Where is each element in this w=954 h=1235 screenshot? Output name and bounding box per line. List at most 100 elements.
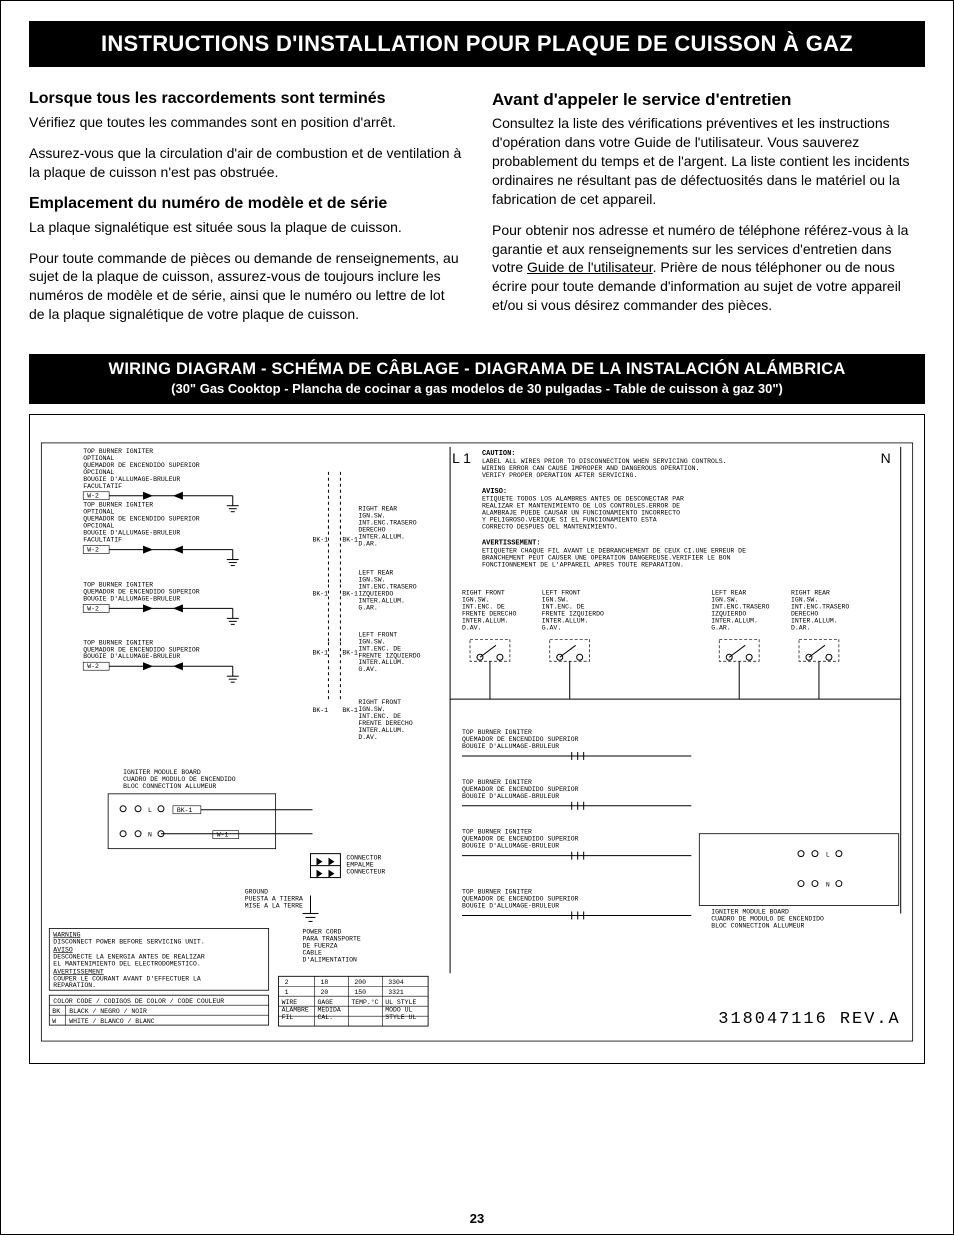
svg-text:IZQUIERDO: IZQUIERDO [711,611,746,618]
svg-text:QUEMADOR DE ENCENDIDO SUPERIOR: QUEMADOR DE ENCENDIDO SUPERIOR [462,836,579,843]
svg-text:INT.ENC. DE: INT.ENC. DE [358,713,401,720]
svg-text:IGNITER MODULE BOARD: IGNITER MODULE BOARD [711,909,789,916]
svg-text:3321: 3321 [388,989,404,996]
svg-text:PUESTA A TIERRA: PUESTA A TIERRA [245,896,303,903]
svg-text:AVERTISSEMENT: AVERTISSEMENT [53,968,104,975]
svg-text:DE FUERZA: DE FUERZA [303,942,338,949]
svg-text:200: 200 [354,979,366,986]
svg-text:OPTIONAL: OPTIONAL [83,455,114,462]
svg-text:FRENTE DERECHO: FRENTE DERECHO [462,611,516,618]
svg-text:G.AV.: G.AV. [358,666,377,673]
svg-text:CONNECTEUR: CONNECTEUR [346,869,385,876]
svg-text:D.AV.: D.AV. [358,734,377,741]
wiring-subtitle: (30" Gas Cooktop - Plancha de cocinar a … [39,381,915,396]
svg-text:CUADRO DE MODULO DE ENCENDIDO: CUADRO DE MODULO DE ENCENDIDO [123,776,236,783]
svg-text:BLACK / NEGRO / NOIR: BLACK / NEGRO / NOIR [69,1008,147,1015]
heading-model-serial: Emplacement du numéro de modèle et de sé… [29,194,462,214]
svg-text:BOUGIE D'ALLUMAGE-BRULEUR: BOUGIE D'ALLUMAGE-BRULEUR [83,530,180,537]
svg-text:BK-1: BK-1 [342,707,358,714]
svg-text:CAL.: CAL. [317,1014,333,1021]
svg-text:L: L [148,807,152,814]
svg-text:RIGHT REAR: RIGHT REAR [358,506,397,513]
power-cord-block: POWER CORD PARA TRANSPORTE DE FUERZA CAB… [303,929,361,964]
svg-text:EMPALME: EMPALME [346,862,373,869]
svg-text:FRENTE IZQUIERDO: FRENTE IZQUIERDO [542,611,604,618]
svg-text:INT.ENC.TRASERO: INT.ENC.TRASERO [358,584,416,591]
svg-text:20: 20 [320,989,328,996]
svg-text:BOUGIE D'ALLUMAGE-BRULEUR: BOUGIE D'ALLUMAGE-BRULEUR [462,793,559,800]
svg-text:W-2: W-2 [87,663,99,670]
svg-text:BK-1: BK-1 [313,537,329,544]
svg-text:QUEMADOR DE ENCENDIDO SUPERIOR: QUEMADOR DE ENCENDIDO SUPERIOR [462,896,579,903]
svg-text:STYLE UL: STYLE UL [385,1014,416,1021]
svg-text:3304: 3304 [388,979,404,986]
svg-text:BOUGIE D'ALLUMAGE-BRULEUR: BOUGIE D'ALLUMAGE-BRULEUR [462,903,559,910]
svg-text:QUEMADOR DE ENCENDIDO SUPERIOR: QUEMADOR DE ENCENDIDO SUPERIOR [462,736,579,743]
svg-text:INTER.ALLUM.: INTER.ALLUM. [358,534,405,541]
svg-text:MEDIDA: MEDIDA [317,1007,340,1014]
svg-text:TEMP.°C: TEMP.°C [351,998,378,1006]
svg-text:L: L [826,852,830,859]
heading-connections-done: Lorsque tous les raccordements sont term… [29,89,462,109]
svg-text:FACULTATIF: FACULTATIF [83,483,122,490]
svg-text:RIGHT REAR: RIGHT REAR [791,590,830,597]
svg-text:INTER.ALLUM.: INTER.ALLUM. [711,617,758,624]
svg-text:BK-1: BK-1 [342,537,358,544]
svg-text:COLOR CODE / CODIGOS DE COLOR: COLOR CODE / CODIGOS DE COLOR / CODE COU… [53,998,224,1005]
svg-text:IGN.SW.: IGN.SW. [358,638,385,645]
svg-text:IGN.SW.: IGN.SW. [791,597,818,604]
svg-text:PARA TRANSPORTE: PARA TRANSPORTE [303,936,361,943]
svg-text:BK: BK [52,1008,60,1015]
svg-text:W-2: W-2 [87,547,99,554]
svg-text:FONCTIONNEMENT DE L'APPAREIL A: FONCTIONNEMENT DE L'APPAREIL APRES TOUTE… [482,562,684,569]
para-model-1: La plaque signalétique est située sous l… [29,218,462,237]
svg-text:CORRECTO DESPUES DEL MANTENIMI: CORRECTO DESPUES DEL MANTENIMIENTO. [482,524,618,531]
svg-text:WHITE / BLANCO / BLANC: WHITE / BLANCO / BLANC [69,1018,155,1025]
svg-text:Y PELIGROSO.VERIQUE SI EL FUNC: Y PELIGROSO.VERIQUE SI EL FUNCIONAMIENTO… [482,517,657,524]
svg-text:TOP BURNER IGNITER: TOP BURNER IGNITER [83,502,153,509]
svg-text:DESCONECTE LA ENERGIA ANTES DE: DESCONECTE LA ENERGIA ANTES DE REALIZAR [53,953,205,960]
svg-text:D.AR.: D.AR. [358,541,377,548]
svg-text:DERECHO: DERECHO [791,611,818,618]
ground-block: GROUND PUESTA A TIERRA MISE A LA TERRE [245,889,319,922]
svg-text:INTER.ALLUM.: INTER.ALLUM. [358,727,405,734]
svg-text:BK-1: BK-1 [313,591,329,598]
warning-box: WARNING DISCONNECT POWER BEFORE SERVICIN… [49,929,268,991]
svg-text:QUEMADOR DE ENCENDIDO SUPERIOR: QUEMADOR DE ENCENDIDO SUPERIOR [83,462,200,469]
svg-text:OPCIONAL: OPCIONAL [83,469,114,476]
svg-text:BK-1: BK-1 [177,807,193,814]
svg-text:ETIQUETE TODOS LOS ALAMBRES AN: ETIQUETE TODOS LOS ALAMBRES ANTES DE DES… [482,496,684,503]
svg-text:RIGHT FRONT: RIGHT FRONT [462,590,505,597]
svg-text:D.AR.: D.AR. [791,624,810,631]
svg-text:1: 1 [285,989,289,996]
para-before-2: Pour obtenir nos adresse et numéro de té… [492,221,925,315]
right-column: Avant d'appeler le service d'entretien C… [492,89,925,336]
guide-link: Guide de l'utilisateur [527,259,653,275]
svg-text:G.AV.: G.AV. [542,624,561,631]
aviso-block: AVISO: ETIQUETE TODOS LOS ALAMBRES ANTES… [482,488,684,531]
svg-text:BLOC CONNECTION ALLUMEUR: BLOC CONNECTION ALLUMEUR [123,783,216,790]
page-title-bar: INSTRUCTIONS D'INSTALLATION POUR PLAQUE … [29,21,925,67]
svg-text:AVISO: AVISO [53,946,73,953]
svg-text:BOUGIE D'ALLUMAGE-BRULEUR: BOUGIE D'ALLUMAGE-BRULEUR [83,476,180,483]
svg-text:LEFT FRONT: LEFT FRONT [358,631,397,638]
svg-text:CABLE: CABLE [303,949,323,956]
svg-text:TOP BURNER IGNITER: TOP BURNER IGNITER [83,448,153,455]
caution-block: CAUTION: LABEL ALL WIRES PRIOR TO DISCON… [482,450,727,479]
svg-text:N: N [826,882,830,889]
svg-text:WIRING ERROR CAN CAUSE IMPROPE: WIRING ERROR CAN CAUSE IMPROPER AND DANG… [482,465,699,472]
svg-text:BK-1: BK-1 [313,649,329,656]
svg-text:CONNECTOR: CONNECTOR [346,855,381,862]
svg-text:INTER.ALLUM.: INTER.ALLUM. [542,617,589,624]
svg-text:TOP BURNER IGNITER: TOP BURNER IGNITER [83,582,153,589]
para-connections-2: Assurez-vous que la circulation d'air de… [29,144,462,182]
svg-text:IGNITER MODULE BOARD: IGNITER MODULE BOARD [123,769,201,776]
svg-text:AVERTISSEMENT:: AVERTISSEMENT: [482,540,541,548]
svg-text:W-2: W-2 [87,493,99,500]
svg-text:LEFT REAR: LEFT REAR [711,590,746,597]
svg-text:DISCONNECT POWER BEFORE SERVIC: DISCONNECT POWER BEFORE SERVICING UNIT. [53,938,204,945]
svg-text:INT.ENC. DE: INT.ENC. DE [542,604,585,611]
connector-block: CONNECTOR EMPALME CONNECTEUR [311,854,386,878]
svg-text:ALAMBRAJE PUEDE CAUSAR UN FUNC: ALAMBRAJE PUEDE CAUSAR UN FUNCIONAMIENTO… [482,510,680,517]
svg-text:EL MANTENIMIENTO DEL ELECTRODO: EL MANTENIMIENTO DEL ELECTRODOMESTICO. [53,960,201,967]
